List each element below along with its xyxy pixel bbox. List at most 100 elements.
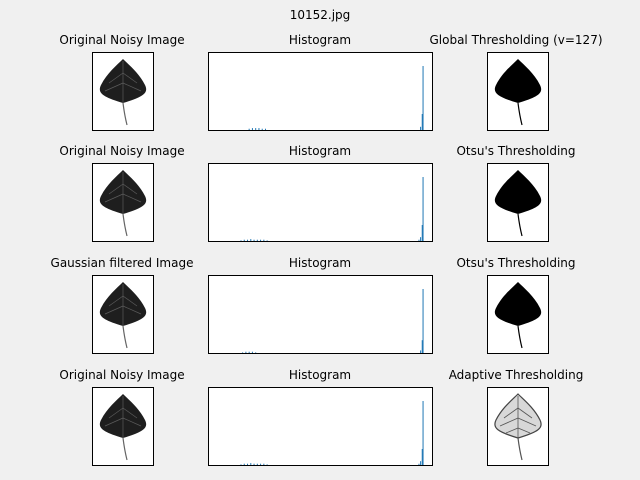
histogram-bar xyxy=(420,237,422,241)
leaf-stem xyxy=(122,102,128,126)
leaf-vein xyxy=(122,295,138,307)
histogram-bar xyxy=(266,240,268,241)
histogram-bar xyxy=(421,449,423,465)
leaf-vein xyxy=(505,427,519,434)
histogram-bar xyxy=(250,463,252,465)
row-4-mid-title: Histogram xyxy=(288,368,352,382)
histogram-bar xyxy=(264,128,266,130)
leaf-stem xyxy=(517,213,523,237)
row-3-filtered-image xyxy=(92,275,154,354)
leaf-image xyxy=(99,282,147,349)
histogram-bar xyxy=(256,239,258,241)
leaf-image xyxy=(494,393,542,461)
histogram-bar xyxy=(260,463,262,465)
histogram-plot xyxy=(248,66,424,130)
histogram-bar xyxy=(255,128,257,130)
row-3-right-title: Otsu's Thresholding xyxy=(456,256,576,270)
leaf-vein xyxy=(104,82,124,92)
leaf-blade xyxy=(494,59,542,103)
histogram-bar xyxy=(422,177,424,241)
histogram-bar xyxy=(250,239,252,241)
leaf-vein xyxy=(122,417,142,427)
leaf-vein xyxy=(122,72,138,84)
histogram-bar xyxy=(251,128,253,130)
leaf-image xyxy=(494,282,542,349)
row-1-threshold-image xyxy=(487,52,549,131)
leaf-vein xyxy=(122,305,142,315)
row-1-original-image xyxy=(92,52,154,131)
leaf-image xyxy=(99,170,147,237)
leaf-vein xyxy=(517,427,531,434)
leaf-stem xyxy=(122,437,128,461)
leaf-vein xyxy=(122,183,138,195)
histogram-bar xyxy=(243,239,245,241)
leaf-vein xyxy=(104,193,124,203)
leaf-stem xyxy=(122,213,128,237)
leaf-blade xyxy=(494,282,542,326)
leaf-vein xyxy=(517,417,537,427)
leaf-vein xyxy=(499,417,519,427)
histogram-bar xyxy=(420,461,422,465)
histogram-bar xyxy=(422,66,424,130)
leaf-stem xyxy=(517,325,523,349)
leaf-vein xyxy=(122,407,138,419)
leaf-image xyxy=(99,394,147,461)
histogram-bar xyxy=(422,289,424,353)
leaf-vein xyxy=(108,183,124,195)
row-3-left-title: Gaussian filtered Image xyxy=(50,256,194,270)
leaf-vein xyxy=(104,305,124,315)
leaf-vein xyxy=(517,407,533,419)
histogram-plot xyxy=(240,401,424,465)
histogram-bar xyxy=(420,126,422,130)
histogram-bar xyxy=(247,239,249,241)
row-2-original-image xyxy=(92,163,154,242)
histogram-bar xyxy=(421,340,423,353)
row-4-left-title: Original Noisy Image xyxy=(59,368,185,382)
leaf-stem xyxy=(122,325,128,349)
row-2-mid-title: Histogram xyxy=(288,144,352,158)
histogram-bar xyxy=(243,463,245,465)
histogram-bar xyxy=(420,350,422,353)
leaf-vein xyxy=(108,407,124,419)
histogram-bar xyxy=(248,351,250,353)
histogram-bar xyxy=(253,463,255,465)
histogram-bar xyxy=(251,351,253,353)
histogram-bar xyxy=(418,239,420,241)
leaf-blade xyxy=(494,170,542,214)
histogram-bar xyxy=(247,463,249,465)
histogram-bar xyxy=(418,463,420,465)
histogram-bar xyxy=(253,239,255,241)
leaf-image xyxy=(99,59,147,126)
histogram-bar xyxy=(263,463,265,465)
leaf-image xyxy=(494,59,542,126)
row-1-histogram xyxy=(208,52,433,131)
row-4-original-image xyxy=(92,387,154,466)
leaf-vein xyxy=(108,295,124,307)
histogram-bar xyxy=(248,128,250,130)
histogram-bar xyxy=(256,463,258,465)
histogram-plot xyxy=(240,177,424,241)
histogram-bar xyxy=(260,239,262,241)
row-1-mid-title: Histogram xyxy=(288,33,352,47)
row-2-left-title: Original Noisy Image xyxy=(59,144,185,158)
row-1-left-title: Original Noisy Image xyxy=(59,33,185,47)
leaf-image xyxy=(494,170,542,237)
histogram-bar xyxy=(421,114,423,130)
row-3-histogram xyxy=(208,275,433,354)
row-2-histogram xyxy=(208,163,433,242)
histogram-bar xyxy=(240,464,242,465)
figure-suptitle: 10152.jpg xyxy=(289,8,351,22)
histogram-bar xyxy=(263,239,265,241)
histogram-bar xyxy=(421,225,423,241)
row-3-mid-title: Histogram xyxy=(288,256,352,270)
histogram-bar xyxy=(261,128,263,130)
histogram-bar xyxy=(245,351,247,353)
row-4-right-title: Adaptive Thresholding xyxy=(448,368,584,382)
leaf-vein xyxy=(108,72,124,84)
histogram-bar xyxy=(258,128,260,130)
histogram-bar xyxy=(266,464,268,465)
row-3-threshold-image xyxy=(487,275,549,354)
leaf-vein xyxy=(122,82,142,92)
leaf-stem xyxy=(517,102,523,126)
